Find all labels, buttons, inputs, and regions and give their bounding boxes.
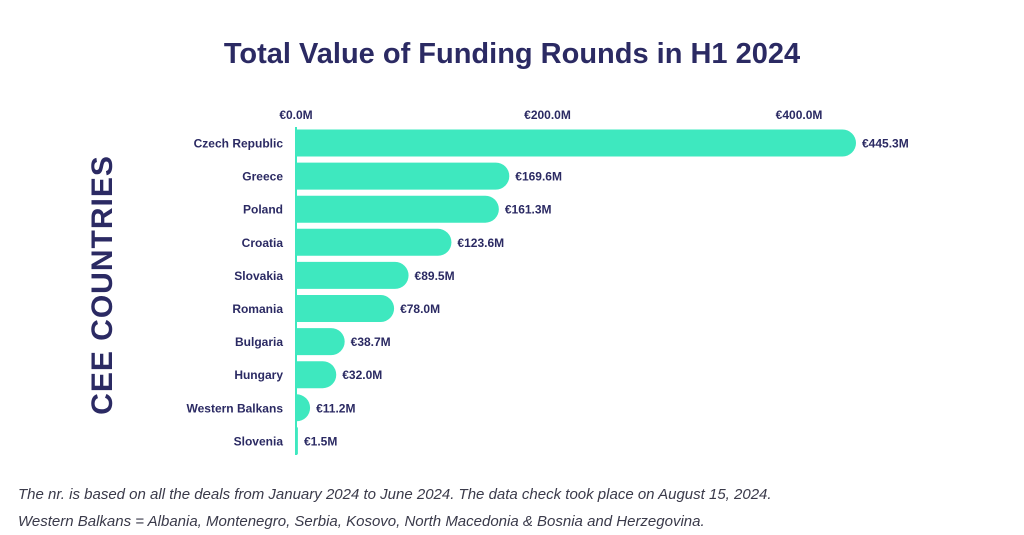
category-label: Croatia bbox=[242, 236, 284, 250]
bar bbox=[296, 228, 452, 256]
category-label: Hungary bbox=[234, 368, 283, 382]
x-tick-label: €200.0M bbox=[524, 108, 571, 122]
footnote-data-range: The nr. is based on all the deals from J… bbox=[18, 486, 772, 503]
bar bbox=[296, 195, 499, 223]
value-label: €123.6M bbox=[457, 236, 504, 250]
x-tick-label: €0.0M bbox=[279, 108, 312, 122]
value-label: €89.5M bbox=[415, 269, 455, 283]
value-label: €169.6M bbox=[515, 170, 562, 184]
value-label: €38.7M bbox=[351, 335, 391, 349]
value-label: €161.3M bbox=[505, 203, 552, 217]
category-label: Slovakia bbox=[234, 269, 283, 283]
bar bbox=[296, 328, 345, 356]
x-tick-label: €400.0M bbox=[776, 108, 823, 122]
category-label: Poland bbox=[243, 203, 283, 217]
value-label: €1.5M bbox=[304, 434, 337, 448]
bar bbox=[296, 129, 856, 157]
category-label: Greece bbox=[242, 170, 283, 184]
bar bbox=[296, 394, 311, 422]
value-label: €445.3M bbox=[862, 137, 909, 151]
footnote-western-balkans: Western Balkans = Albania, Montenegro, S… bbox=[18, 513, 705, 530]
category-label: Czech Republic bbox=[194, 137, 284, 151]
bar bbox=[296, 361, 337, 389]
value-label: €78.0M bbox=[400, 302, 440, 316]
category-label: Slovenia bbox=[234, 434, 284, 448]
bar bbox=[296, 295, 395, 322]
x-axis-ticks: €0.0M €200.0M €400.0M bbox=[279, 108, 822, 122]
chart-title: Total Value of Funding Rounds in H1 2024 bbox=[223, 38, 801, 70]
category-label: Bulgaria bbox=[235, 335, 283, 349]
value-label: €32.0M bbox=[342, 368, 382, 382]
bar bbox=[296, 261, 409, 289]
value-label: €11.2M bbox=[316, 401, 355, 415]
bar-chart: €0.0M €200.0M €400.0M Czech Republic €445.3… bbox=[187, 108, 909, 455]
bar-series: Czech Republic €445.3M Greece €169.6M Poland… bbox=[187, 129, 909, 455]
category-label: Romania bbox=[232, 302, 283, 316]
bar bbox=[296, 162, 510, 190]
category-label: Western Balkans bbox=[187, 401, 284, 415]
